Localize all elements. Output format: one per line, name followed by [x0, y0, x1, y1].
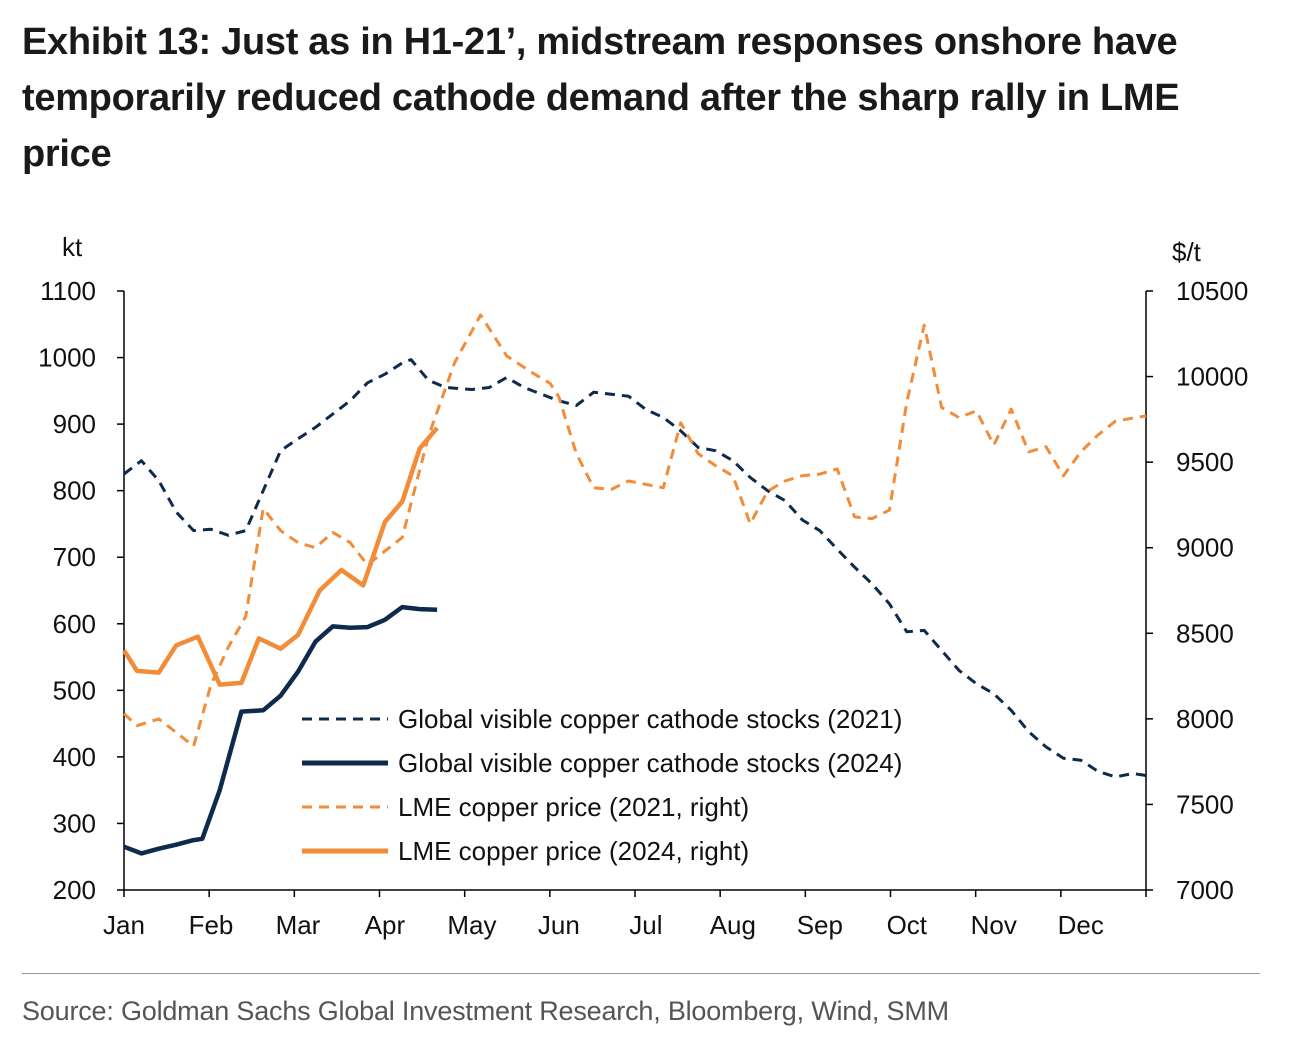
series-line-3 — [122, 313, 1147, 748]
series-line-2 — [123, 604, 438, 856]
left-tick-label: 800 — [53, 476, 96, 506]
right-tick-label: 8500 — [1176, 618, 1234, 648]
x-tick-label: Nov — [971, 910, 1017, 940]
x-axis-ticks: Jan Feb Mar Apr May Jun Jul Aug Sep Oct Nov Dec — [103, 890, 1147, 940]
left-tick-label: 500 — [53, 675, 96, 705]
x-tick-label: May — [447, 910, 496, 940]
left-tick-label: 1000 — [38, 343, 96, 373]
left-axis-unit: kt — [62, 232, 83, 262]
left-axis-ticks: 200 300 400 500 600 700 800 900 1000 1100 — [38, 276, 124, 905]
legend-label: LME copper price (2024, right) — [398, 836, 749, 866]
legend: Global visible copper cathode stocks (20… — [302, 704, 902, 866]
right-tick-label: 8000 — [1176, 704, 1234, 734]
left-tick-label: 700 — [53, 542, 96, 572]
right-axis-ticks: 7000 7500 8000 8500 9000 9500 10000 10500 — [1146, 276, 1248, 905]
series-line-1 — [123, 358, 1147, 779]
x-tick-label: Aug — [710, 910, 756, 940]
right-tick-label: 10500 — [1176, 276, 1248, 306]
footer-divider — [22, 973, 1260, 974]
legend-label: Global visible copper cathode stocks (20… — [398, 704, 902, 734]
left-tick-label: 900 — [53, 409, 96, 439]
legend-label: LME copper price (2021, right) — [398, 792, 749, 822]
x-tick-label: Jun — [538, 910, 580, 940]
dual-axis-line-chart: kt $/t 20030040050060070080090010001100 … — [38, 232, 1248, 940]
left-tick-label: 600 — [53, 609, 96, 639]
right-axis-unit: $/t — [1172, 237, 1202, 267]
x-tick-label: Feb — [189, 910, 234, 940]
x-tick-label: Jul — [629, 910, 662, 940]
series-layer — [122, 313, 1147, 856]
right-tick-label: 7500 — [1176, 789, 1234, 819]
source-note: Source: Goldman Sachs Global Investment … — [22, 996, 949, 1026]
right-tick-label: 9500 — [1176, 447, 1234, 477]
left-tick-label: 300 — [53, 808, 96, 838]
right-tick-label: 7000 — [1176, 875, 1234, 905]
right-tick-label: 9000 — [1176, 533, 1234, 563]
x-tick-label: Oct — [887, 910, 928, 940]
x-tick-label: Jan — [103, 910, 145, 940]
series-line-4 — [122, 426, 439, 687]
left-tick-label: 1100 — [40, 276, 96, 306]
left-tick-label: 400 — [53, 742, 96, 772]
x-tick-label: Sep — [797, 910, 843, 940]
x-tick-label: Mar — [276, 910, 321, 940]
left-tick-label: 200 — [53, 875, 96, 905]
x-tick-label: Dec — [1058, 910, 1104, 940]
right-tick-label: 10000 — [1176, 362, 1248, 392]
chart-title: Exhibit 13: Just as in H1-21’, midstream… — [22, 21, 1180, 175]
legend-label: Global visible copper cathode stocks (20… — [398, 748, 902, 778]
x-tick-label: Apr — [365, 910, 406, 940]
